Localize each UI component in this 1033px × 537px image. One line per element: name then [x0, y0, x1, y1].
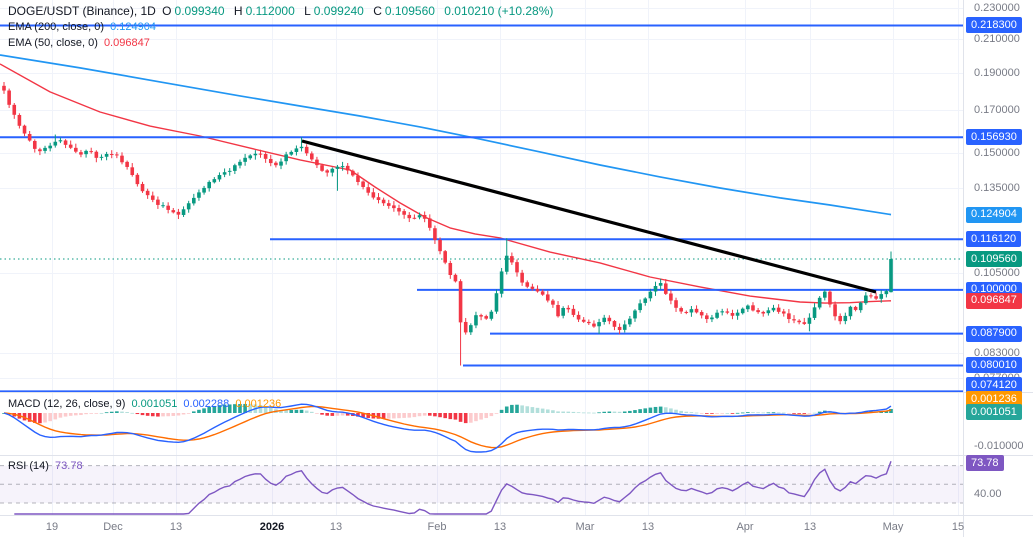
time-axis-tick: Apr — [736, 521, 754, 533]
macd-axis-label: -0.010000 — [974, 439, 1024, 452]
time-axis-tick: 15 — [951, 521, 965, 533]
macd-axis-badge: 0.001236 — [966, 391, 1022, 407]
gridlines — [0, 0, 963, 515]
time-axis-tick: 13 — [493, 521, 507, 533]
macd-label: MACD (12, 26, close, 9) — [8, 398, 126, 410]
ohlc-low: L 0.099240 — [304, 4, 364, 18]
ema50-legend-row[interactable]: EMA (50, close, 0) 0.096847 — [8, 37, 153, 49]
price-axis-badge: 0.109560 — [966, 251, 1022, 267]
time-axis-tick: May — [882, 521, 904, 533]
price-axis-label: 0.230000 — [974, 1, 1020, 14]
price-axis-badge: 0.116120 — [966, 231, 1022, 248]
macd-signal-value: 0.001236 — [235, 398, 282, 410]
price-levels[interactable] — [0, 24, 963, 393]
rsi-axis-label: 40.00 — [974, 487, 1002, 500]
time-axis-tick: 13 — [803, 521, 817, 533]
price-axis-label: 0.170000 — [974, 104, 1020, 117]
ema200-value: 0.124904 — [110, 21, 156, 33]
price-axis-label: 0.150000 — [974, 146, 1020, 159]
ohlc-open: O 0.099340 — [162, 4, 225, 18]
pane-separators[interactable] — [0, 392, 1033, 516]
macd-axis-badge: 0.001051 — [966, 404, 1022, 420]
change-value: 0.010210 (+10.28%) — [444, 4, 554, 18]
time-axis-tick: 13 — [329, 521, 343, 533]
price-axis-badge: 0.124904 — [966, 206, 1022, 223]
price-axis-badge: 0.087900 — [966, 325, 1022, 342]
time-axis-tick: 19 — [45, 521, 59, 533]
ema200-line — [0, 54, 892, 216]
macd-main-line — [3, 403, 892, 453]
time-axis-tick: Mar — [575, 521, 595, 533]
price-axis-label: 0.190000 — [974, 66, 1020, 79]
ohlc-close: C 0.109560 — [373, 4, 435, 18]
time-axis-tick: Dec — [103, 521, 123, 533]
price-axis-badge: 0.074120 — [966, 377, 1022, 393]
ohlc-high: H 0.112000 — [233, 4, 295, 18]
rsi-band — [0, 465, 963, 504]
rsi-panel — [14, 460, 892, 515]
ema50-line — [0, 63, 892, 304]
ema50-label: EMA (50, close, 0) — [8, 37, 98, 49]
rsi-legend-row[interactable]: RSI (14) 73.78 — [8, 460, 86, 472]
ema200-label: EMA (200, close, 0) — [8, 21, 104, 33]
time-axis-tick: 2026 — [259, 521, 285, 533]
price-axis-badge: 0.080010 — [966, 357, 1022, 374]
candles-layer — [2, 81, 893, 366]
rsi-axis-badge: 73.78 — [966, 455, 1004, 471]
ema50-value: 0.096847 — [103, 37, 150, 49]
ema200-legend-row[interactable]: EMA (200, close, 0) 0.124904 — [8, 21, 159, 33]
price-axis-label: 0.135000 — [974, 182, 1020, 195]
descending-trendline[interactable] — [301, 139, 877, 294]
price-axis-label: 0.210000 — [974, 32, 1020, 45]
macd-line-value: 0.002288 — [183, 398, 230, 410]
macd-panel — [2, 403, 893, 453]
time-axis-tick: Feb — [427, 521, 447, 533]
rsi-line — [14, 460, 892, 515]
rsi-label: RSI (14) — [8, 460, 49, 472]
price-axis-badge: 0.096847 — [966, 292, 1022, 309]
macd-hist-value: 0.001051 — [131, 398, 178, 410]
price-axis-badge: 0.156930 — [966, 129, 1022, 146]
time-axis-tick: 13 — [169, 521, 183, 533]
price-axis-label: 0.105000 — [974, 267, 1020, 280]
symbol-title: DOGE/USDT (Binance), 1D — [8, 4, 156, 18]
macd-legend-row[interactable]: MACD (12, 26, close, 9) 0.001051 0.00228… — [8, 398, 284, 410]
price-axis-badge: 0.218300 — [966, 17, 1022, 34]
rsi-value: 73.78 — [55, 460, 83, 472]
time-axis-tick: 13 — [641, 521, 655, 533]
price-axis-label: 0.083000 — [974, 347, 1020, 360]
time-axis[interactable] — [0, 516, 963, 537]
symbol-legend-row[interactable]: DOGE/USDT (Binance), 1D O 0.099340 H 0.112… — [8, 4, 556, 18]
